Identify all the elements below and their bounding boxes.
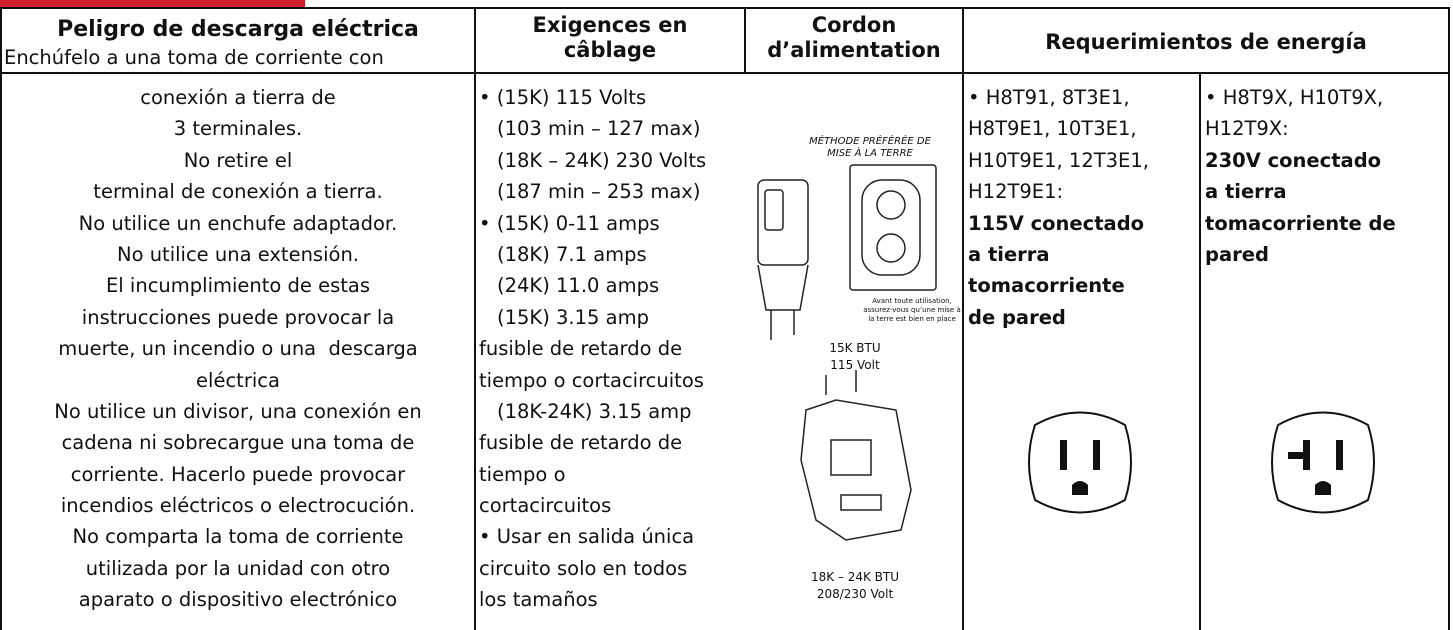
- text-line: • (15K) 0-11 amps: [479, 211, 660, 235]
- cord-header: Cordon d’alimentation: [746, 13, 962, 63]
- text-line: MÉTHODE PRÉFÉRÉE DE: [809, 136, 931, 147]
- col-border: [962, 7, 964, 630]
- cord-illustrations: [757, 164, 937, 541]
- text-line: (18K-24K) 3.15 amp: [497, 399, 692, 423]
- text-line: 15K BTU: [829, 341, 881, 355]
- text-line: la terre est bien en place: [868, 315, 956, 323]
- text-line: H12T9X:: [1205, 117, 1289, 141]
- text-line: No comparta la toma de corriente: [72, 525, 404, 549]
- text-line: El incumplimiento de estas: [105, 274, 371, 298]
- header-border: [0, 72, 1450, 74]
- text-line: instrucciones puede provocar la: [81, 305, 395, 329]
- text-line: H10T9E1, 12T3E1,: [968, 148, 1149, 172]
- text-line: No retire el: [183, 148, 293, 172]
- text-line: Cordon: [811, 13, 897, 37]
- wiring-lines: • (15K) 115 Volts (103 min – 127 max) (18K…: [479, 82, 779, 616]
- text-line: Avant toute utilisation,: [872, 297, 952, 305]
- preferred-caption: MÉTHODE PRÉFÉRÉE DE MISE À LA TERRE: [800, 136, 940, 160]
- text-line: Exigences en: [532, 13, 688, 37]
- text-line: tomacorriente de: [1205, 211, 1396, 235]
- text-line: 230V conectado: [1205, 148, 1382, 172]
- text-line: terminal de conexión a tierra.: [93, 180, 383, 204]
- text-line: No utilice un divisor, una conexión en: [54, 399, 422, 423]
- top-border: [0, 7, 1450, 9]
- text-line: MISE À LA TERRE: [827, 148, 913, 159]
- notice-caption: Avant toute utilisation, assurez-vous qu’…: [862, 297, 962, 324]
- text-line: utilizada por la unidad con otro: [85, 556, 391, 580]
- text-line: eléctrica: [196, 368, 280, 392]
- text-line: H8T9E1, 10T3E1,: [968, 117, 1137, 141]
- warning-lines: conexión a tierra de 3 terminales. No reti…: [2, 82, 474, 616]
- power-230v-outlet: 230V conectado a tierra tomacorriente de pa…: [1205, 145, 1448, 271]
- text-line: fusible de retardo de: [479, 337, 683, 361]
- outlet-115v: [1028, 411, 1132, 514]
- plug-18k-caption: 18K – 24K BTU 208/230 Volt: [795, 569, 915, 603]
- text-line: No utilice un enchufe adaptador.: [78, 211, 398, 235]
- text-line: corriente. Hacerlo puede provocar: [70, 462, 406, 486]
- text-line: (103 min – 127 max): [497, 117, 701, 141]
- text-line: • H8T9X, H10T9X,: [1205, 86, 1384, 109]
- text-line: (187 min – 253 max): [497, 180, 701, 204]
- text-line: tiempo o: [479, 462, 566, 486]
- text-line: los tamaños: [479, 588, 598, 612]
- power-115v-outlet: 115V conectado a tierra tomacorriente de pa…: [968, 208, 1198, 334]
- text-line: circuito solo en todos: [479, 556, 688, 580]
- red-bar: [0, 0, 305, 8]
- power-header: Requerimientos de energía: [1045, 30, 1367, 54]
- col-border: [474, 7, 476, 630]
- power-230v-models: • H8T9X, H10T9X, H12T9X:: [1205, 82, 1448, 145]
- text-line: • (15K) 115 Volts: [479, 86, 647, 109]
- text-line: d’alimentation: [767, 38, 941, 62]
- plug-15k-caption: 15K BTU 115 Volt: [795, 340, 915, 374]
- text-line: tiempo o cortacircuitos: [479, 368, 704, 392]
- text-line: cadena ni sobrecargue una toma de: [61, 431, 415, 455]
- text-line: assurez-vous qu’une mise à: [863, 306, 961, 314]
- text-line: tomacorriente: [968, 274, 1125, 298]
- text-line: (15K) 3.15 amp: [497, 305, 649, 329]
- text-line: (18K – 24K) 230 Volts: [497, 148, 707, 172]
- text-line: a tierra: [1205, 180, 1287, 204]
- warning-subtitle: Enchúfelo a una toma de corriente con: [4, 46, 384, 69]
- text-line: de pared: [968, 305, 1066, 329]
- text-line: 3 terminales.: [173, 117, 303, 141]
- text-line: 115 Volt: [830, 358, 880, 372]
- text-line: 115V conectado: [968, 211, 1145, 235]
- text-line: • H8T91, 8T3E1,: [968, 86, 1130, 109]
- text-line: fusible de retardo de: [479, 431, 683, 455]
- text-line: pared: [1205, 242, 1269, 266]
- text-line: muerte, un incendio o una descarga: [58, 337, 418, 361]
- text-line: conexión a tierra de: [140, 86, 336, 109]
- power-115v-models: • H8T91, 8T3E1, H8T9E1, 10T3E1, H10T9E1, 1…: [968, 82, 1198, 208]
- col-border: [1199, 72, 1201, 630]
- col-border: [744, 7, 746, 72]
- warning-title: Peligro de descarga eléctrica: [57, 17, 419, 42]
- text-line: 208/230 Volt: [816, 587, 894, 601]
- col-border: [1448, 7, 1450, 630]
- col-border: [0, 7, 2, 630]
- wiring-header: Exigences en câblage: [476, 13, 744, 63]
- text-line: cortacircuitos: [479, 494, 612, 518]
- text-line: câblage: [563, 38, 657, 62]
- text-line: No utilice una extensión.: [116, 242, 360, 266]
- text-line: • Usar en salida única: [479, 525, 695, 549]
- outlet-230v: [1271, 411, 1375, 514]
- text-line: H12T9E1:: [968, 180, 1064, 204]
- text-line: a tierra: [968, 242, 1050, 266]
- text-line: (24K) 11.0 amps: [497, 274, 660, 298]
- text-line: incendios eléctricos o electrocución.: [60, 494, 416, 518]
- text-line: 18K – 24K BTU: [810, 570, 900, 584]
- text-line: (18K) 7.1 amps: [497, 242, 647, 266]
- text-line: aparato o dispositivo electrónico: [78, 588, 398, 612]
